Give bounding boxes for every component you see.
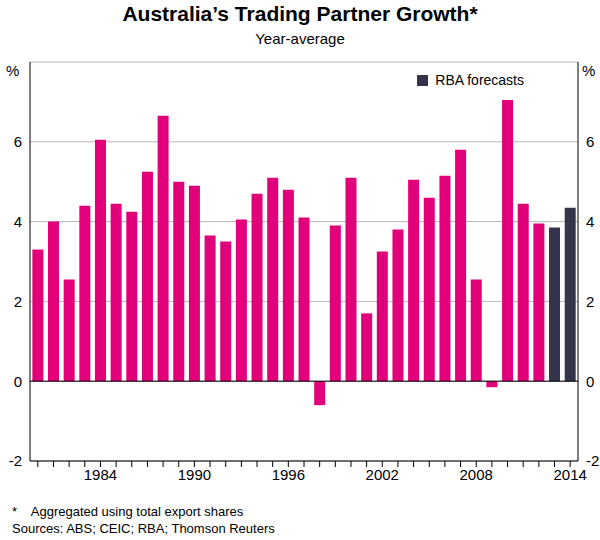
- svg-text:4: 4: [14, 213, 22, 230]
- html-text:RBA forecasts: RBA forecasts: [435, 72, 524, 88]
- html-text:Australia’s Trading Partner Gr: Australia’s Trading Partner Growth*: [122, 2, 478, 25]
- svg-text:1984: 1984: [84, 466, 117, 483]
- svg-text:-2: -2: [9, 452, 22, 469]
- html-text:Sources: ABS; CEIC; RBA; Thoms: Sources: ABS; CEIC; RBA; Thomson Reuters: [12, 521, 275, 536]
- svg-text:1996: 1996: [272, 466, 305, 483]
- svg-text:-2: -2: [586, 452, 592, 469]
- svg-text:2008: 2008: [460, 466, 493, 483]
- svg-text:4: 4: [586, 213, 592, 230]
- svg-text:6: 6: [586, 133, 592, 150]
- svg-text:0: 0: [14, 373, 22, 390]
- html-text:Year-average: Year-average: [255, 30, 345, 47]
- svg-text:2: 2: [14, 293, 22, 310]
- svg-text:1990: 1990: [178, 466, 211, 483]
- svg-text:6: 6: [14, 133, 22, 150]
- svg-text:0: 0: [586, 373, 592, 390]
- html-text:* Aggregated using total expor: * Aggregated using total export shares: [12, 504, 244, 519]
- svg-text:2014: 2014: [553, 466, 586, 483]
- svg-text:2: 2: [586, 293, 592, 310]
- svg-text:2002: 2002: [366, 466, 399, 483]
